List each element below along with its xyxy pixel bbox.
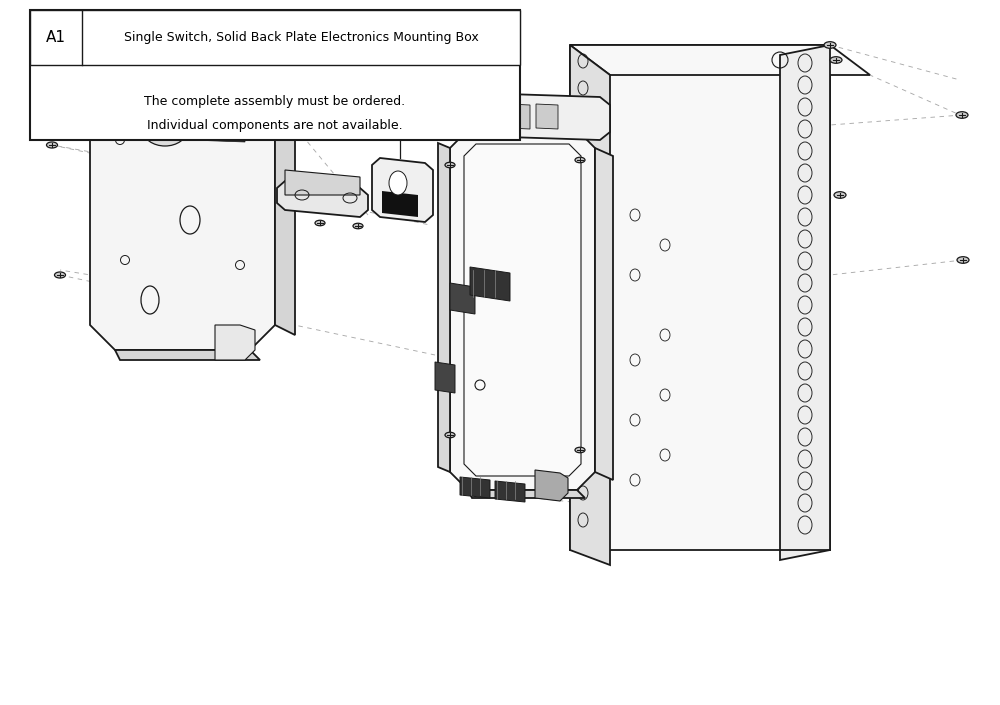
Ellipse shape: [957, 257, 969, 263]
Polygon shape: [470, 267, 510, 301]
Ellipse shape: [834, 192, 846, 198]
Polygon shape: [536, 104, 558, 129]
Ellipse shape: [445, 432, 455, 438]
Polygon shape: [535, 470, 568, 501]
Ellipse shape: [315, 220, 325, 226]
Polygon shape: [595, 148, 613, 480]
Text: Single Switch, Solid Back Plate Electronics Mounting Box: Single Switch, Solid Back Plate Electron…: [124, 31, 478, 44]
Polygon shape: [285, 170, 360, 195]
Polygon shape: [30, 10, 520, 65]
Polygon shape: [570, 45, 870, 75]
Polygon shape: [464, 144, 581, 476]
Polygon shape: [508, 104, 530, 129]
Polygon shape: [372, 158, 433, 222]
Polygon shape: [480, 104, 502, 129]
Polygon shape: [215, 325, 255, 360]
Polygon shape: [190, 120, 245, 142]
Polygon shape: [140, 88, 240, 107]
Polygon shape: [382, 191, 418, 217]
Polygon shape: [30, 10, 520, 140]
Ellipse shape: [150, 120, 180, 140]
Ellipse shape: [575, 447, 585, 453]
Text: The complete assembly must be ordered.: The complete assembly must be ordered.: [144, 95, 406, 109]
Ellipse shape: [575, 157, 585, 163]
Polygon shape: [468, 490, 585, 498]
Polygon shape: [570, 45, 610, 565]
Polygon shape: [115, 350, 260, 360]
Polygon shape: [452, 104, 474, 129]
Polygon shape: [277, 181, 368, 217]
Ellipse shape: [956, 111, 968, 118]
Polygon shape: [450, 130, 595, 490]
Ellipse shape: [124, 57, 136, 63]
Polygon shape: [570, 45, 830, 550]
Text: A1: A1: [46, 30, 66, 45]
Ellipse shape: [54, 272, 66, 278]
Ellipse shape: [242, 67, 254, 73]
Ellipse shape: [143, 114, 187, 146]
Text: Individual components are not available.: Individual components are not available.: [147, 118, 403, 132]
Polygon shape: [780, 45, 830, 560]
Polygon shape: [435, 362, 455, 393]
Polygon shape: [275, 105, 295, 335]
Polygon shape: [436, 92, 610, 140]
Ellipse shape: [389, 171, 407, 195]
Ellipse shape: [824, 42, 836, 49]
Polygon shape: [495, 481, 525, 502]
Polygon shape: [460, 477, 490, 498]
Polygon shape: [424, 87, 455, 138]
Ellipse shape: [46, 142, 58, 148]
Ellipse shape: [445, 162, 455, 168]
Polygon shape: [450, 283, 475, 314]
Ellipse shape: [830, 56, 842, 63]
Polygon shape: [438, 143, 450, 472]
Ellipse shape: [353, 223, 363, 228]
Polygon shape: [90, 80, 275, 350]
